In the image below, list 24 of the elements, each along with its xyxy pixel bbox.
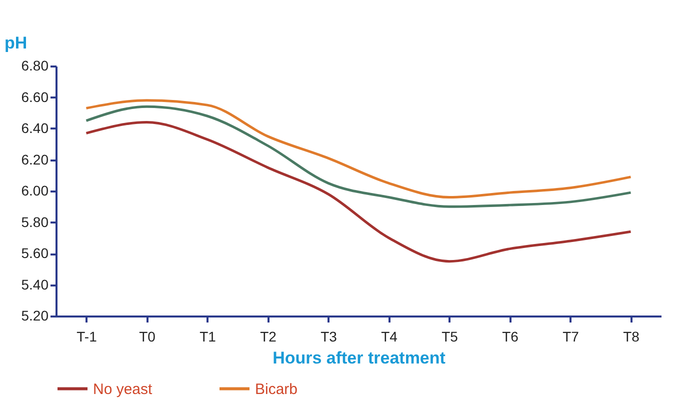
x-axis-title: Hours after treatment <box>272 348 446 368</box>
legend-label: Bicarb <box>255 380 298 398</box>
y-tick-label: 6.60 <box>21 88 49 105</box>
line-series <box>85 121 632 263</box>
y-tick-label: 5.40 <box>21 276 49 292</box>
x-tick-label: T-1 <box>76 328 98 344</box>
y-tick-label: 6.40 <box>21 120 49 136</box>
x-tick-label: T7 <box>562 328 580 344</box>
x-tick-label: T2 <box>260 328 277 344</box>
y-tick-label: 6.80 <box>21 58 49 74</box>
x-tick-label: T8 <box>623 328 640 344</box>
x-tick-label: T0 <box>139 328 156 344</box>
y-axis-title: pH <box>4 34 28 52</box>
y-tick-label: 5.20 <box>21 308 49 324</box>
y-tick-label: 5.80 <box>21 214 49 230</box>
y-tick-label: 5.60 <box>21 245 49 261</box>
x-tick-label: T1 <box>200 328 216 344</box>
y-tick-label: 6.20 <box>21 151 49 168</box>
legend-label: No yeast <box>93 380 154 398</box>
x-tick-label: T3 <box>320 328 338 344</box>
x-tick-label: T4 <box>381 328 398 344</box>
x-tick-label: T6 <box>502 328 519 344</box>
y-tick-label: 6.00 <box>21 182 49 198</box>
x-tick-label: T5 <box>442 328 458 344</box>
